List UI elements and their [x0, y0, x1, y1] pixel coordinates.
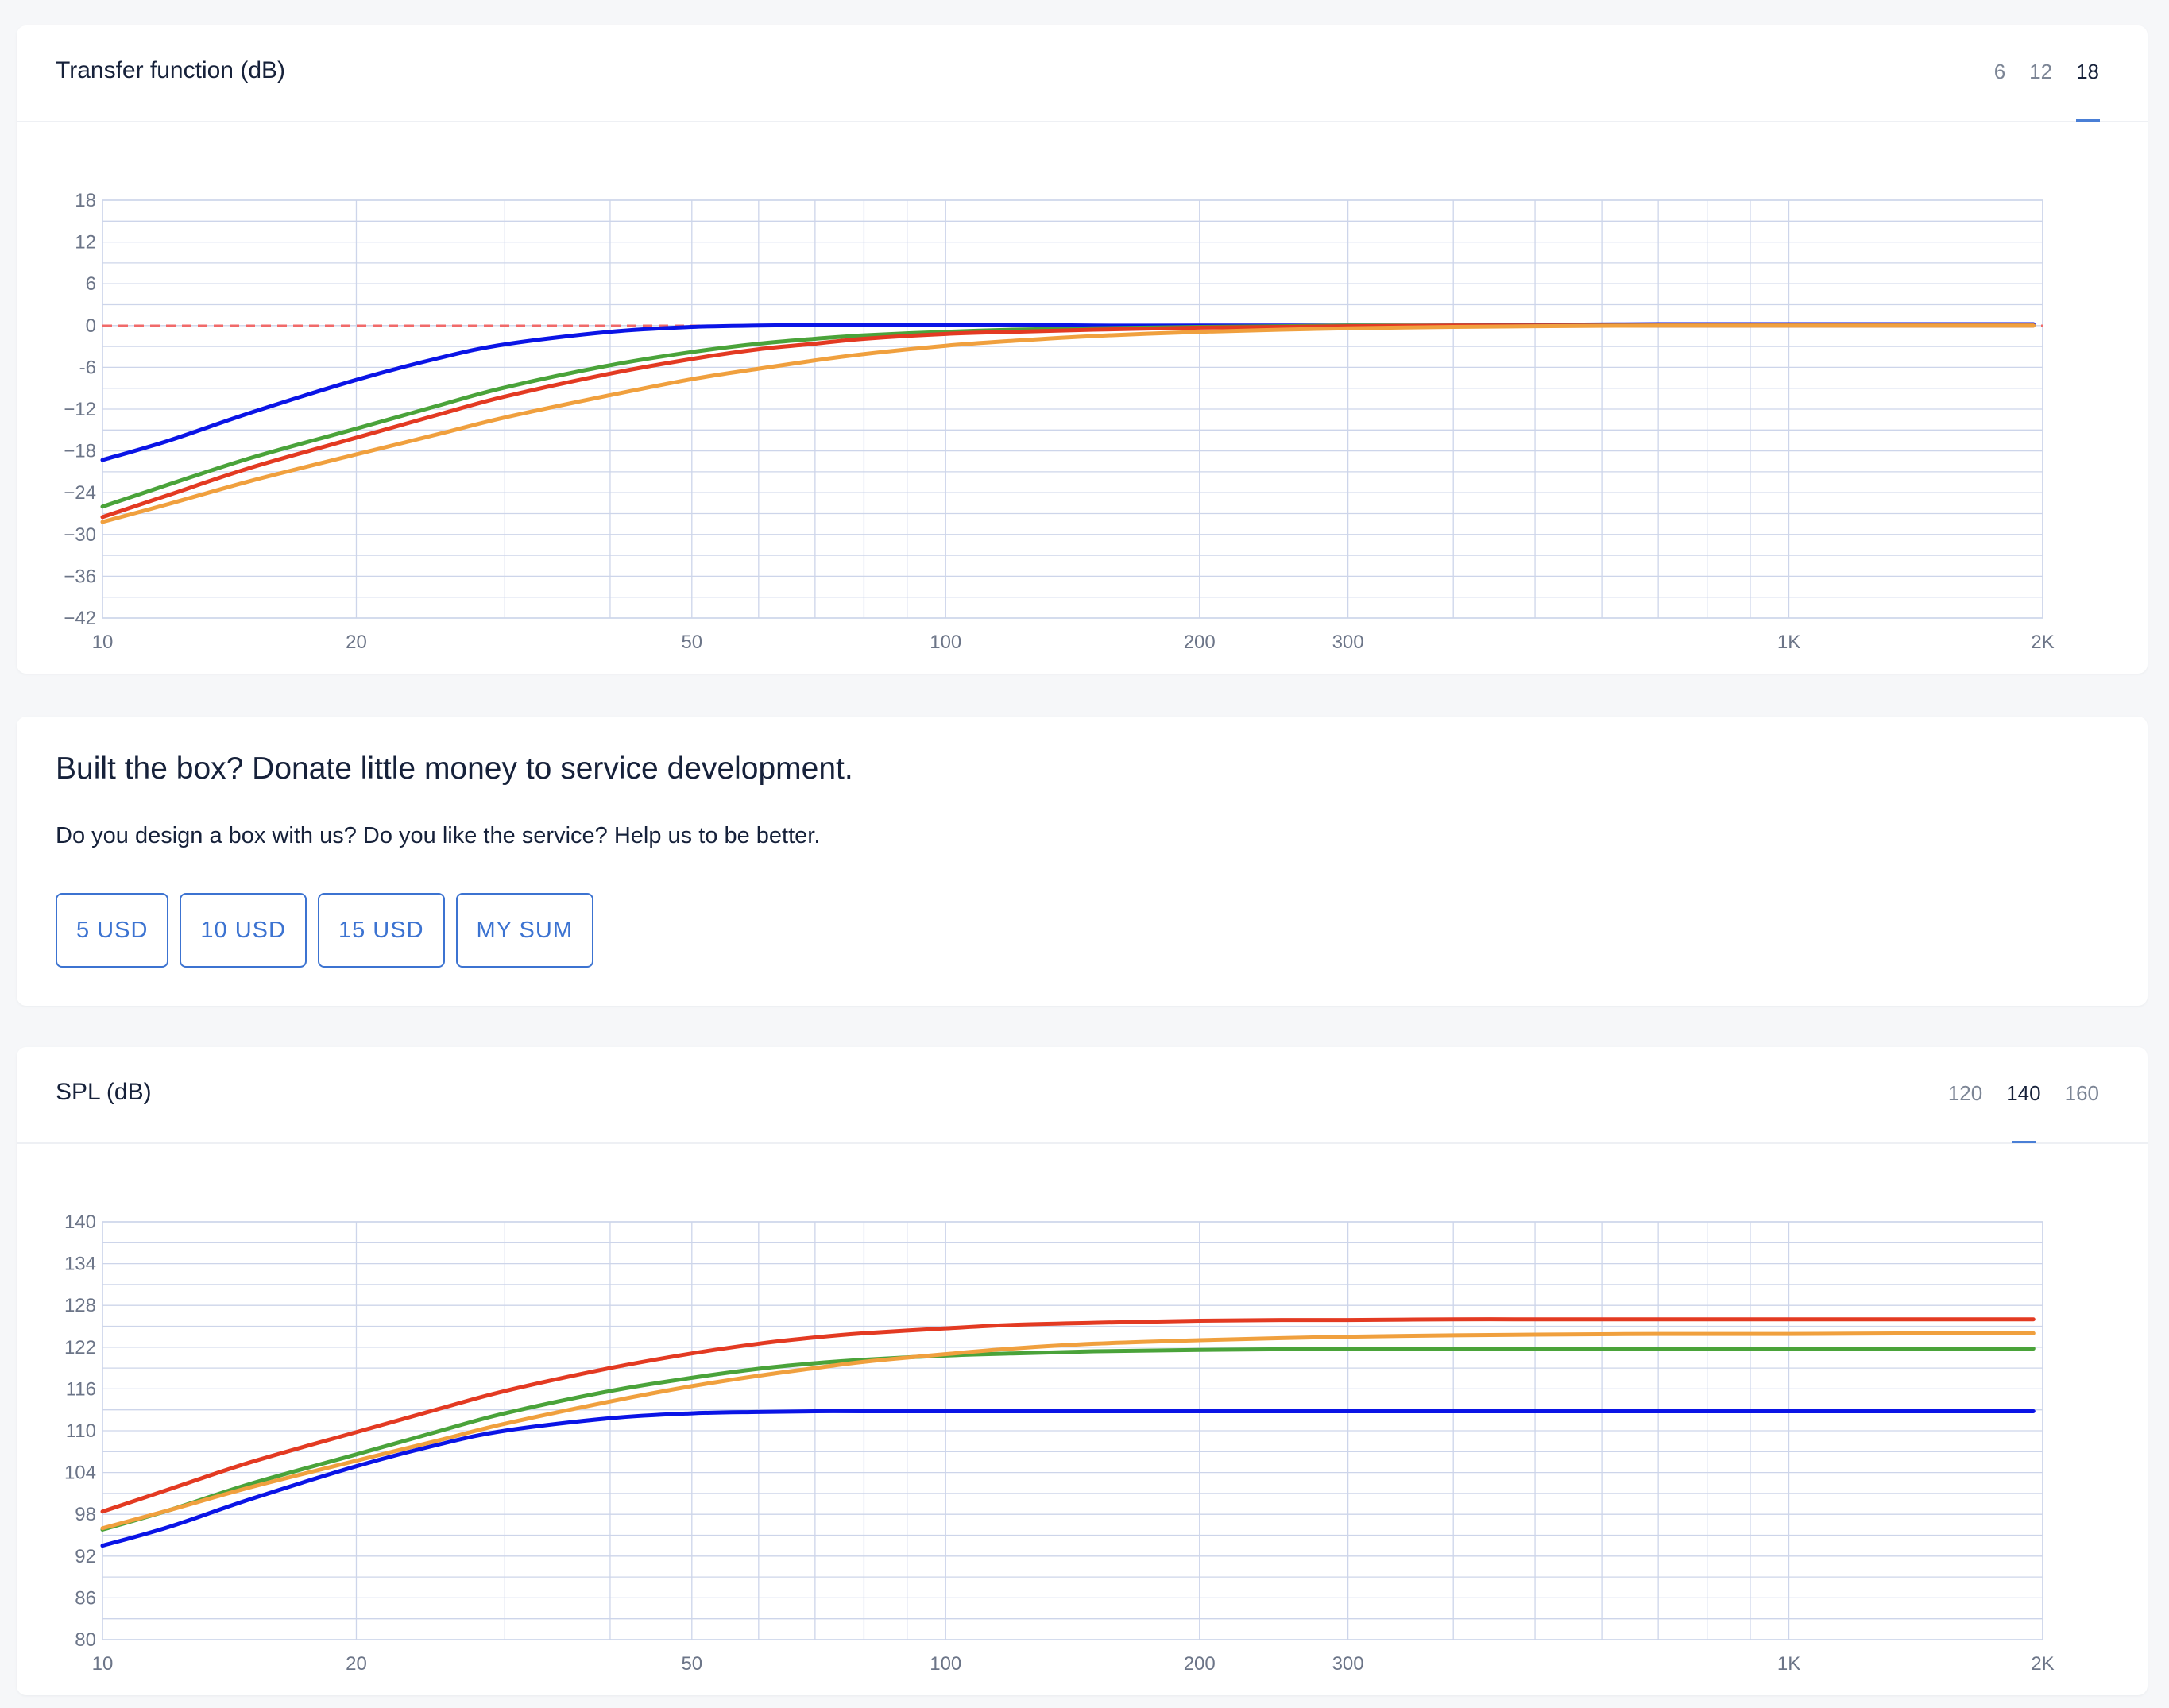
y-tick-label: 128: [64, 1295, 96, 1316]
y-tick-label: 122: [64, 1337, 96, 1358]
y-tick-label: −12: [64, 399, 96, 420]
x-tick-label: 20: [346, 1653, 367, 1675]
spl-scale-tabs: 120 140 160: [1936, 1079, 2111, 1107]
y-tick-label: 134: [64, 1254, 96, 1275]
x-tick-label: 20: [346, 632, 367, 653]
series-line-blue: [100, 322, 2036, 462]
chart-grid: [102, 1221, 2043, 1640]
y-tick-label: −24: [64, 482, 96, 504]
x-tick-label: 300: [1332, 632, 1364, 653]
x-tick-label: 50: [681, 632, 702, 653]
transfer-function-chart: 18 12 6 0 -6 −12 −18 −24 −30 −36 −42 10 20 50 100 200 30…: [64, 190, 2054, 653]
donate-my-sum-button[interactable]: MY SUM: [455, 893, 593, 968]
x-tick-label: 1K: [1777, 1653, 1800, 1675]
y-tick-label: −30: [64, 524, 96, 546]
y-tick-label: −36: [64, 566, 96, 587]
y-tick-label: 86: [75, 1587, 96, 1609]
donate-buttons: 5 USD 10 USD 15 USD MY SUM: [56, 893, 593, 968]
tf-scale-tab-6[interactable]: 6: [1993, 60, 2006, 83]
transfer-function-header: Transfer function (dB) 6 12 18: [17, 25, 2148, 122]
x-tick-label: 50: [681, 1653, 702, 1675]
y-tick-label: 92: [75, 1546, 96, 1567]
series-line-green: [100, 323, 2036, 509]
x-tick-label: 2K: [2031, 632, 2054, 653]
tf-scale-tab-18[interactable]: 18: [2064, 57, 2111, 86]
y-tick-label: 6: [86, 273, 96, 295]
chart-grid: [102, 199, 2043, 619]
x-tick-label: 1K: [1777, 632, 1800, 653]
spl-scale-tab-120[interactable]: 120: [1947, 1081, 1983, 1105]
plot-frame: [102, 1221, 2043, 1640]
y-tick-label: 18: [75, 190, 96, 211]
y-tick-label: 12: [75, 232, 96, 253]
y-tick-label: 80: [75, 1629, 96, 1651]
plot-frame: [102, 199, 2043, 619]
spl-header: SPL (dB) 120 140 160: [17, 1047, 2148, 1144]
donate-title: Built the box? Donate little money to se…: [56, 752, 853, 786]
y-tick-label: -6: [79, 357, 96, 378]
donate-card: Built the box? Donate little money to se…: [17, 717, 2148, 1006]
x-tick-label: 2K: [2031, 1653, 2054, 1675]
y-tick-label: 98: [75, 1504, 96, 1525]
spl-scale-tab-140[interactable]: 140: [1994, 1079, 2052, 1107]
spl-scale-tab-160[interactable]: 160: [2064, 1081, 2099, 1105]
y-tick-label: −18: [64, 441, 96, 462]
x-tick-label: 100: [930, 632, 961, 653]
donate-5-usd-button[interactable]: 5 USD: [56, 893, 169, 968]
y-tick-label: 140: [64, 1211, 96, 1233]
series-line-red: [100, 323, 2036, 520]
donate-15-usd-button[interactable]: 15 USD: [317, 893, 445, 968]
series-line-red: [100, 1317, 2036, 1514]
transfer-function-card: Transfer function (dB) 6 12 18 18 12 6 0 -6 −…: [17, 25, 2148, 674]
transfer-function-title: Transfer function (dB): [56, 57, 285, 83]
series-line-orange: [100, 323, 2036, 524]
transfer-scale-tabs: 6 12 18: [1982, 57, 2111, 86]
x-tick-label: 10: [92, 632, 114, 653]
series-line-orange: [100, 1331, 2036, 1531]
series-line-green: [100, 1346, 2036, 1532]
series-line-blue: [100, 1409, 2036, 1548]
x-tick-label: 10: [92, 1653, 114, 1675]
x-tick-label: 200: [1184, 632, 1216, 653]
donate-text: Do you design a box with us? Do you like…: [56, 823, 821, 848]
y-tick-label: 110: [66, 1420, 96, 1442]
x-tick-label: 300: [1332, 1653, 1364, 1675]
y-tick-label: 0: [86, 315, 96, 337]
tf-scale-tab-12[interactable]: 12: [2029, 60, 2053, 83]
y-tick-label: −42: [64, 608, 96, 629]
y-tick-label: 104: [64, 1463, 96, 1484]
spl-card: SPL (dB) 120 140 160 140 134 128 122 116 110 1…: [17, 1047, 2148, 1695]
x-tick-label: 200: [1184, 1653, 1216, 1675]
x-tick-label: 100: [930, 1653, 961, 1675]
donate-10-usd-button[interactable]: 10 USD: [180, 893, 307, 968]
y-tick-label: 116: [66, 1378, 96, 1400]
spl-title: SPL (dB): [56, 1079, 152, 1105]
